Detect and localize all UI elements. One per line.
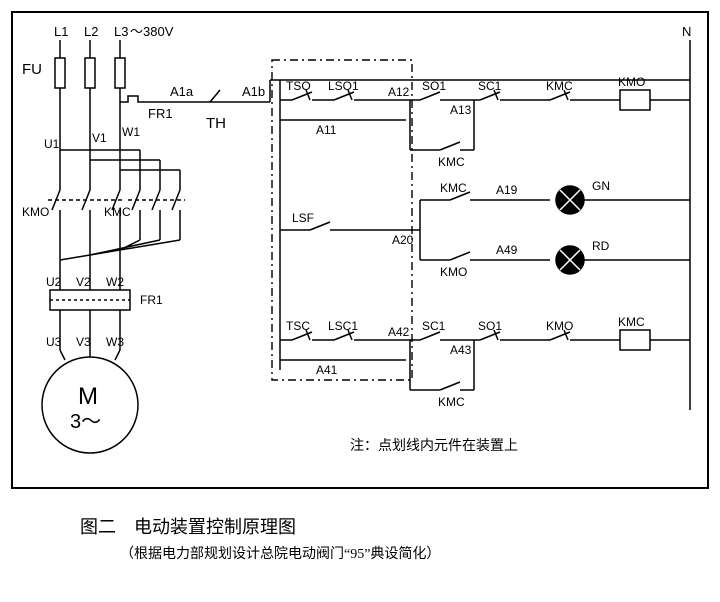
svg-text:SC1: SC1 <box>422 319 446 333</box>
row-open <box>280 90 690 150</box>
circuit-diagram: L1 L2 L3 ～380V FU FR1 A1a TH A1b N <box>10 10 710 490</box>
kmc-main-contacts <box>128 190 185 240</box>
svg-text:3～: 3～ <box>70 411 101 433</box>
control-labels: TSO LSO1 A12 SO1 A13 SC1 KMC KMO A11 KMC… <box>286 75 645 453</box>
svg-text:W2: W2 <box>106 275 124 289</box>
svg-text:SO1: SO1 <box>478 319 502 333</box>
figure-caption: 图二 电动装置控制原理图 <box>80 513 710 539</box>
svg-text:V1: V1 <box>92 131 107 145</box>
svg-text:KMO: KMO <box>546 319 573 333</box>
svg-text:FR1: FR1 <box>148 106 173 121</box>
svg-text:N: N <box>682 24 691 39</box>
svg-text:KMO: KMO <box>440 265 467 279</box>
svg-text:A19: A19 <box>496 183 518 197</box>
svg-text:注：点划线内元件在装置上: 注：点划线内元件在装置上 <box>350 437 518 453</box>
svg-text:V3: V3 <box>76 335 91 349</box>
row-close <box>280 330 690 390</box>
svg-text:A11: A11 <box>316 123 337 137</box>
svg-text:TSO: TSO <box>286 79 311 93</box>
svg-text:KMO: KMO <box>22 205 49 219</box>
svg-text:V2: V2 <box>76 275 91 289</box>
svg-text:KMC: KMC <box>438 155 465 169</box>
svg-text:FR1: FR1 <box>140 293 163 307</box>
svg-text:A20: A20 <box>392 233 414 247</box>
svg-text:U2: U2 <box>46 275 62 289</box>
svg-text:FU: FU <box>22 61 42 78</box>
svg-text:A13: A13 <box>450 103 472 117</box>
svg-text:KMO: KMO <box>618 75 645 89</box>
power-section <box>55 40 690 410</box>
motor-labels: U1 V1 W1 KMO KMC U2 V2 W2 FR1 U3 V3 W3 M… <box>22 125 163 433</box>
control-section <box>280 80 690 390</box>
svg-text:KMC: KMC <box>104 205 131 219</box>
svg-text:～380V: ～380V <box>130 24 174 39</box>
svg-text:A49: A49 <box>496 243 518 257</box>
svg-text:LSO1: LSO1 <box>328 79 359 93</box>
svg-text:KMC: KMC <box>440 181 467 195</box>
svg-text:L1: L1 <box>54 24 68 39</box>
svg-text:GN: GN <box>592 179 610 193</box>
row-lamps <box>280 186 690 274</box>
figure-subcaption: （根据电力部规划设计总院电动阀门“95”典设简化） <box>120 543 710 563</box>
svg-text:A1b: A1b <box>242 84 265 99</box>
svg-text:L3: L3 <box>114 24 128 39</box>
svg-text:A1a: A1a <box>170 84 194 99</box>
svg-text:LSF: LSF <box>292 211 314 225</box>
svg-text:W1: W1 <box>122 125 140 139</box>
svg-text:SO1: SO1 <box>422 79 446 93</box>
svg-text:U1: U1 <box>44 137 60 151</box>
svg-text:A43: A43 <box>450 343 472 357</box>
svg-text:A42: A42 <box>388 325 410 339</box>
svg-text:KMC: KMC <box>618 315 645 329</box>
svg-text:KMC: KMC <box>546 79 573 93</box>
svg-text:RD: RD <box>592 239 610 253</box>
svg-text:W3: W3 <box>106 335 124 349</box>
svg-text:L2: L2 <box>84 24 98 39</box>
svg-text:LSC1: LSC1 <box>328 319 358 333</box>
svg-text:A12: A12 <box>388 85 410 99</box>
power-labels: L1 L2 L3 ～380V FU FR1 A1a TH A1b N <box>22 24 691 132</box>
svg-text:SC1: SC1 <box>478 79 502 93</box>
svg-text:TSC: TSC <box>286 319 310 333</box>
svg-text:U3: U3 <box>46 335 62 349</box>
svg-text:TH: TH <box>206 115 226 132</box>
svg-text:M: M <box>78 383 98 410</box>
svg-text:A41: A41 <box>316 363 338 377</box>
svg-text:KMC: KMC <box>438 395 465 409</box>
